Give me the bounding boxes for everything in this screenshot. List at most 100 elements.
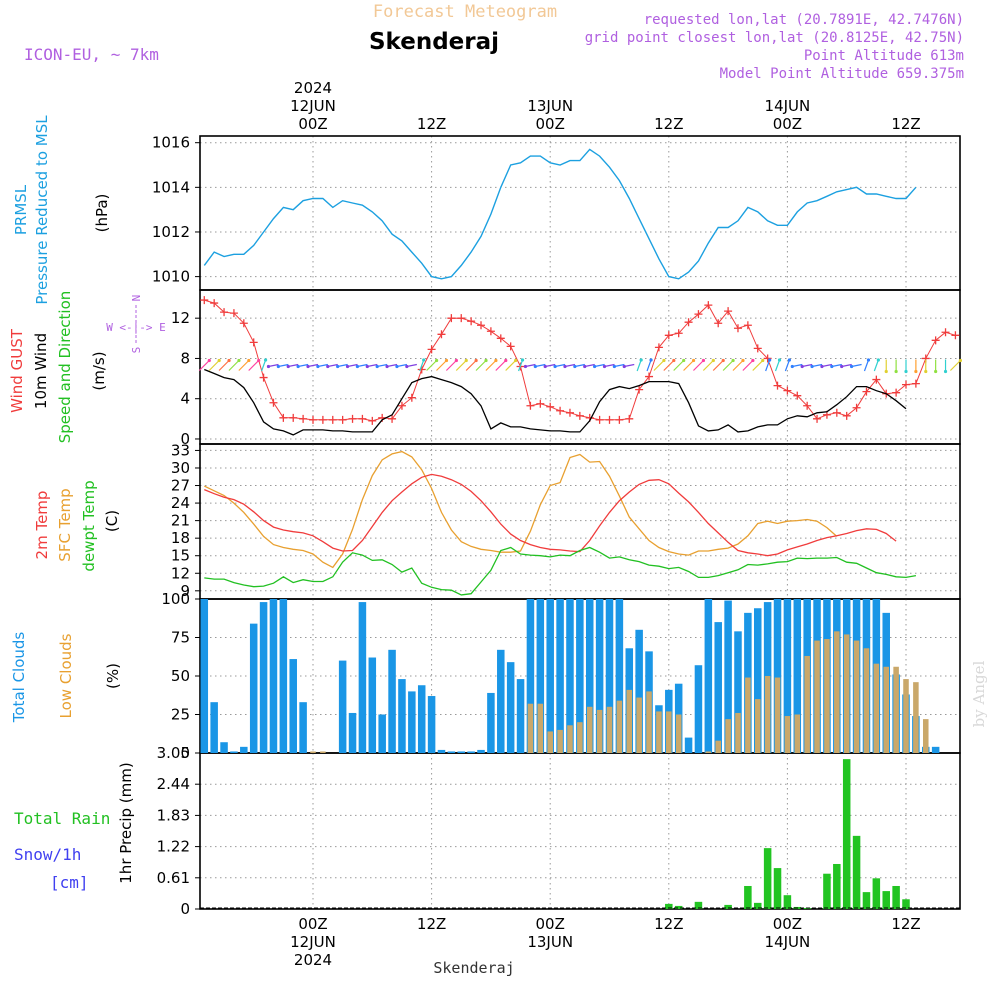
gust-marker [259,373,268,382]
gust-marker [664,331,673,340]
model-name: ICON-EU, ~ 7km [24,45,159,64]
gust-marker [872,375,881,384]
total-cloud-bar [585,599,594,753]
wind-direction-arrow [337,363,348,368]
gust-marker [911,379,920,388]
gust-marker [753,344,762,353]
total-cloud-bar [487,692,495,753]
wind-arrow-head [800,364,804,369]
sfc-temp-line [204,450,838,569]
gust-marker [200,296,209,305]
rain-bar [852,835,861,909]
wind-arrow-head [520,358,525,362]
wind-direction-arrow [248,360,260,371]
time-label-bottom: 12Z [654,915,683,933]
rain-bar [882,891,890,909]
gust-marker [575,411,584,420]
wind-arrow-head [395,364,399,369]
panel-frame [199,135,961,291]
low-cloud-bar [922,719,929,753]
gust-marker [407,393,416,402]
y-tick-label: 3.05 [157,744,190,762]
total-cloud-bar [259,602,268,753]
time-label-top: 12Z [891,115,920,133]
wind-direction-arrow [228,360,240,371]
low-cloud-bar [843,634,850,753]
gust-marker [496,334,505,343]
wind-arrow-head [924,369,928,374]
time-label-top: 14JUN [765,97,811,115]
wind-arrow-head [639,358,643,362]
wind-direction-arrow [624,363,635,368]
wind-direction-arrow [863,359,870,372]
low-cloud-bar [547,731,553,753]
wind-direction-arrow [802,363,813,368]
gust-marker [299,414,308,423]
wind-arrow-head [701,358,706,363]
gust-marker [615,415,624,424]
rain-bar [665,903,673,909]
rain-bar [674,905,683,909]
low-cloud-bar [310,751,316,753]
wind-arrow-head [355,364,360,369]
low-cloud-bar [725,719,731,753]
gust-marker [338,415,347,424]
wind-direction-arrow [614,363,625,368]
gust-marker [862,387,871,396]
low-cloud-bar [814,640,820,753]
wind-direction-arrow [436,360,447,371]
wind-arrow-head [830,364,834,369]
gust-marker [229,309,238,318]
time-label-top: 13JUN [527,97,573,115]
wind-direction-arrow [545,363,556,368]
total-cloud-bar [605,599,614,753]
low-cloud-bar [715,740,721,753]
wind-arrow-head [286,364,290,369]
wind-direction-arrow [784,359,790,372]
gust-marker [674,329,683,338]
total-cloud-bar [457,751,466,753]
time-label-bottom: 12JUN [290,933,336,951]
y-tick-label: 2.44 [157,775,190,793]
wind-direction-arrow [317,363,329,368]
wind-arrow-head [266,364,271,369]
pressure-label-name: Pressure Reduced to MSL [33,115,51,305]
precip-label-rain: Total Rain [14,809,110,828]
wind-arrow-head [345,364,350,369]
total-cloud-bar [289,659,297,753]
wind-direction-arrow [693,360,704,371]
low-cloud-bar [863,648,870,753]
low-cloud-bar [527,703,534,753]
gust-marker [842,411,851,420]
gust-marker [783,386,792,395]
temp-2m-line [204,473,897,557]
gust-marker [447,314,456,323]
wind-direction-arrow [505,360,517,371]
rain-bar [842,759,851,909]
wind-arrow-head [336,364,340,369]
rain-bar [773,868,782,909]
precip-label-snow: Snow/1h [14,845,81,864]
wind-arrow-head [777,358,782,362]
wind-arrow-head [227,358,231,363]
wind-arrow-head [612,364,616,369]
wind-arrow-head [474,358,478,363]
y-tick-label: 9 [180,582,190,600]
gust-marker [645,372,654,381]
total-cloud-bar [368,657,377,753]
low-cloud-bar [913,682,919,753]
wind-arrow-head [790,364,794,369]
wind-arrow-head [751,358,755,363]
wind-direction-arrow [712,360,724,371]
gust-marker [793,391,802,400]
gust-marker [546,402,555,411]
panel-frame [199,289,961,445]
location-title: Skenderaj [369,29,499,55]
y-tick-label: 0 [180,900,190,918]
wind-direction-arrow [702,360,714,371]
wind-direction-arrow [406,363,417,368]
total-cloud-bar [526,599,535,753]
total-cloud-bar [536,599,545,753]
wind-direction-arrow [653,360,665,371]
wind-direction-arrow [218,360,230,371]
